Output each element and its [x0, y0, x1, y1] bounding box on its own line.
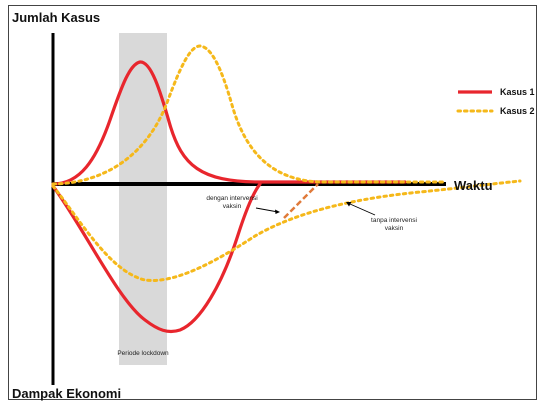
without-vaccine-arrowhead-icon — [346, 202, 352, 207]
legend-case2-label: Kasus 2 — [500, 106, 535, 116]
case1-impact-curve — [51, 182, 262, 334]
with-vaccine-label-line1: dengan intervensi — [206, 195, 257, 202]
with-vaccine-arrowhead-icon — [275, 209, 280, 214]
with-vaccine-pointer — [255, 207, 279, 213]
diagram-border — [8, 5, 537, 400]
case2-impact-curve — [51, 179, 522, 282]
y-axis-top-label: Jumlah Kasus — [12, 10, 100, 25]
with-vaccine-label-line2: vaksin — [223, 203, 242, 210]
case2-upper-curve — [51, 44, 447, 186]
lockdown-label: Periode lockdown — [117, 350, 169, 357]
legend-case1-label: Kasus 1 — [500, 87, 535, 97]
case1-upper-curve — [51, 60, 407, 186]
y-axis-bottom-label: Dampak Ekonomi — [12, 386, 121, 401]
lockdown-band — [119, 33, 167, 365]
without-vaccine-pointer — [349, 203, 376, 216]
vaccine-recovery-line — [283, 183, 319, 219]
without-vaccine-label-line2: vaksin — [385, 225, 404, 232]
legend: Kasus 1 Kasus 2 — [456, 87, 535, 116]
without-vaccine-label-line1: tanpa intervensi — [371, 217, 417, 224]
x-axis-label: Waktu — [454, 178, 493, 193]
